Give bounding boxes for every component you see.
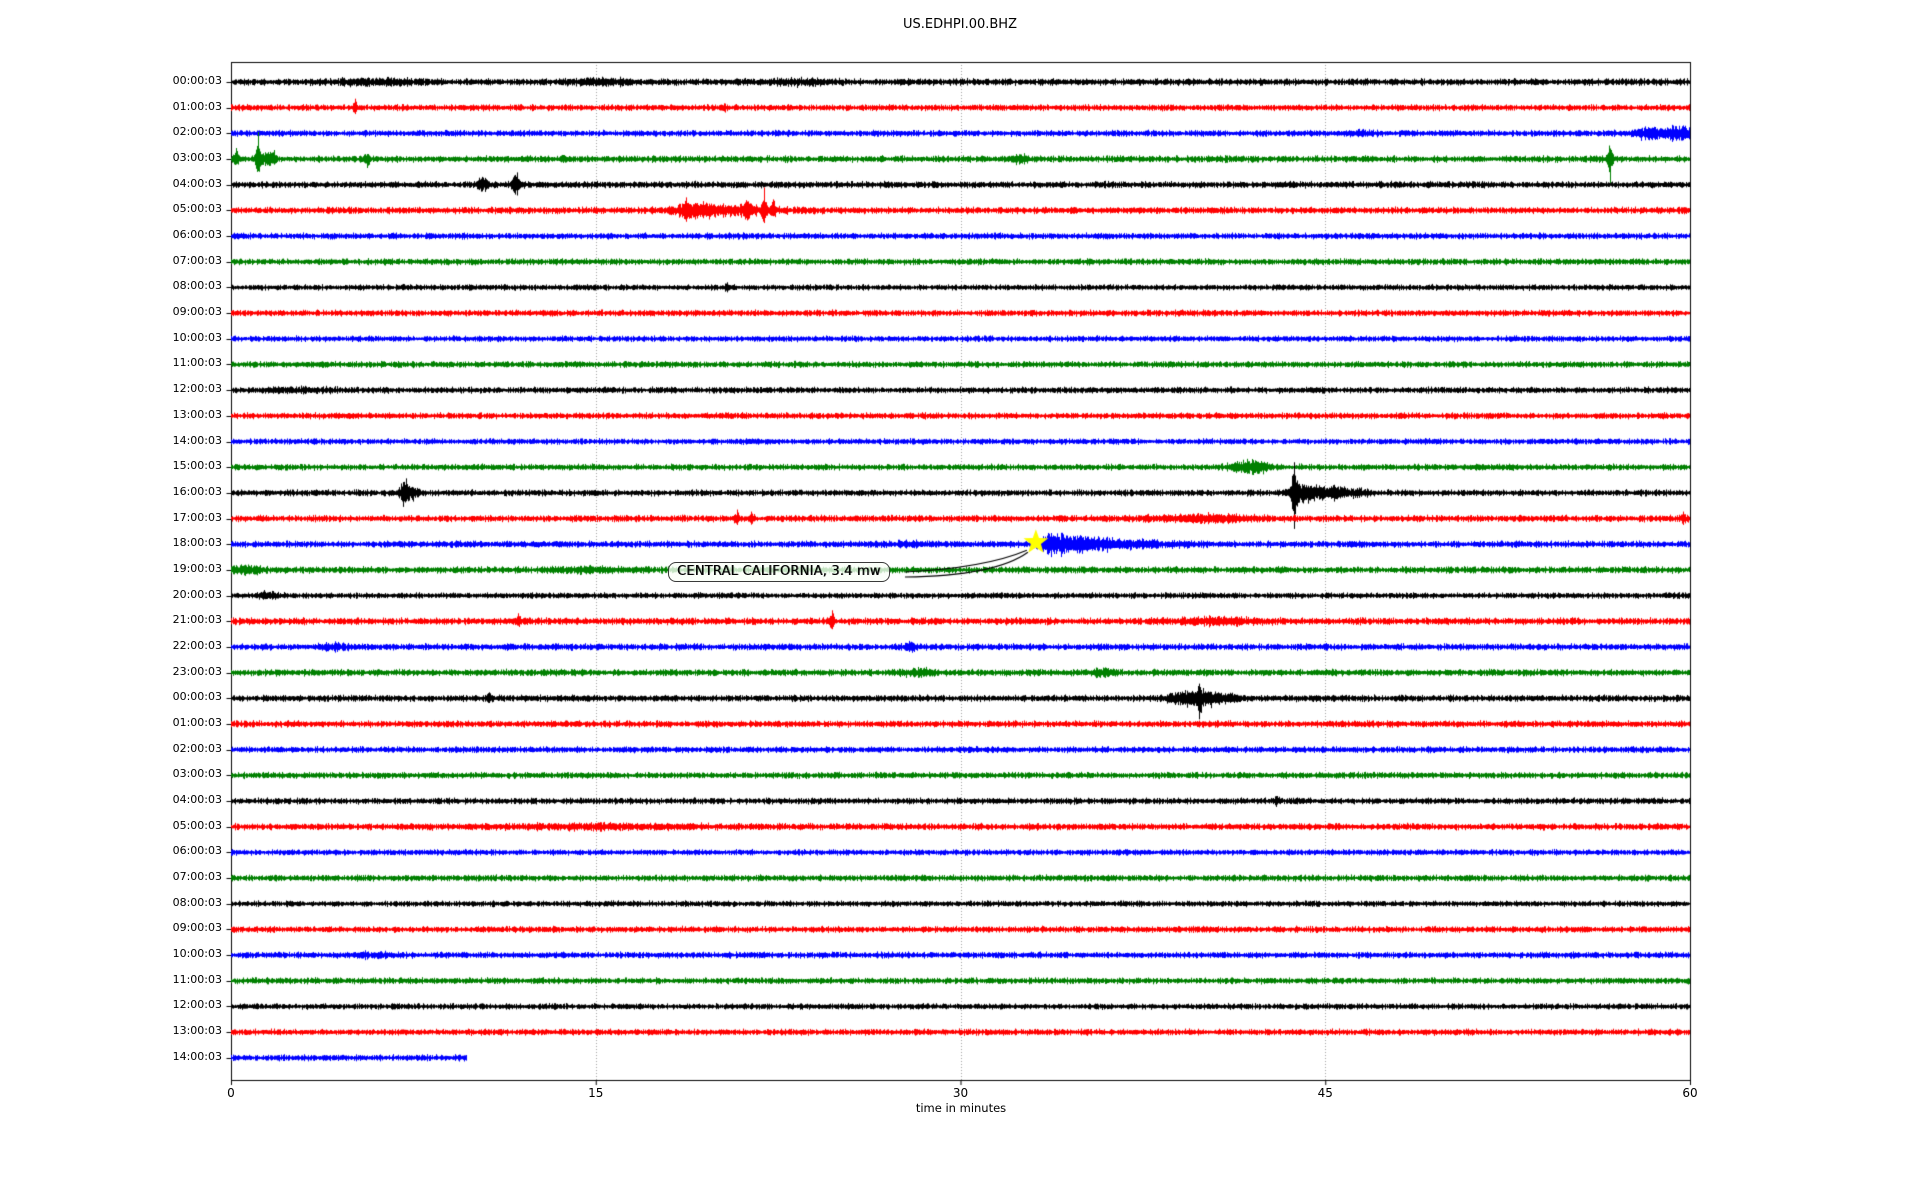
trace-row-label: 13:00:03: [172, 407, 222, 421]
trace-row-label: 04:00:03: [172, 176, 222, 190]
trace-row-label: 04:00:03: [172, 793, 222, 807]
trace-row-label: 03:00:03: [172, 151, 222, 165]
trace-row-label: 09:00:03: [172, 305, 222, 319]
x-axis-label: time in minutes: [915, 1101, 1007, 1115]
trace-row-label: 06:00:03: [172, 228, 222, 242]
trace-row-label: 05:00:03: [172, 202, 222, 216]
x-tick-label: 0: [227, 1086, 235, 1100]
trace-row-label: 07:00:03: [172, 870, 222, 884]
trace-row-label: 10:00:03: [172, 330, 222, 344]
trace-row-label: 01:00:03: [172, 99, 222, 113]
trace-row-label: 14:00:03: [172, 433, 222, 447]
trace-row-label: 19:00:03: [172, 561, 222, 575]
trace-row-label: 00:00:03: [172, 690, 222, 704]
trace-row-label: 09:00:03: [172, 921, 222, 935]
x-tick-label: 30: [952, 1086, 969, 1100]
x-tick-label: 45: [1317, 1086, 1333, 1100]
plot-title: US.EDHPI.00.BHZ: [903, 17, 1017, 32]
x-tick-label: 15: [588, 1086, 604, 1100]
trace-row-label: 03:00:03: [172, 767, 222, 781]
trace-row-label: 11:00:03: [172, 972, 222, 986]
trace-row-label: 06:00:03: [172, 844, 222, 858]
event-annotation: CENTRAL CALIFORNIA, 3.4 mw: [668, 562, 890, 582]
trace-row-label: 23:00:03: [172, 664, 222, 678]
trace-row-label: 17:00:03: [172, 510, 222, 524]
trace-row-label: 14:00:03: [172, 1049, 222, 1063]
trace-row-label: 08:00:03: [172, 279, 222, 293]
trace-row-label: 00:00:03: [172, 74, 222, 87]
trace-row-label: 05:00:03: [172, 818, 222, 832]
trace-row-label: 02:00:03: [172, 741, 222, 755]
trace-row-label: 16:00:03: [172, 484, 222, 498]
trace-row-label: 12:00:03: [172, 998, 222, 1012]
trace-row-label: 13:00:03: [172, 1024, 222, 1038]
trace-row-label: 07:00:03: [172, 253, 222, 267]
trace-row-label: 12:00:03: [172, 382, 222, 396]
trace-row-label: 08:00:03: [172, 895, 222, 909]
trace-row-label: 22:00:03: [172, 638, 222, 652]
trace-row-label: 01:00:03: [172, 716, 222, 729]
trace-row-label: 15:00:03: [172, 459, 222, 473]
trace-row-label: 10:00:03: [172, 947, 222, 961]
trace-row-label: 20:00:03: [172, 587, 222, 601]
trace-row-label: 18:00:03: [172, 536, 222, 550]
trace-row-label: 02:00:03: [172, 125, 222, 139]
trace-row-label: 21:00:03: [172, 613, 222, 627]
x-tick-label: 60: [1682, 1086, 1698, 1100]
trace-row-label: 11:00:03: [172, 356, 222, 370]
